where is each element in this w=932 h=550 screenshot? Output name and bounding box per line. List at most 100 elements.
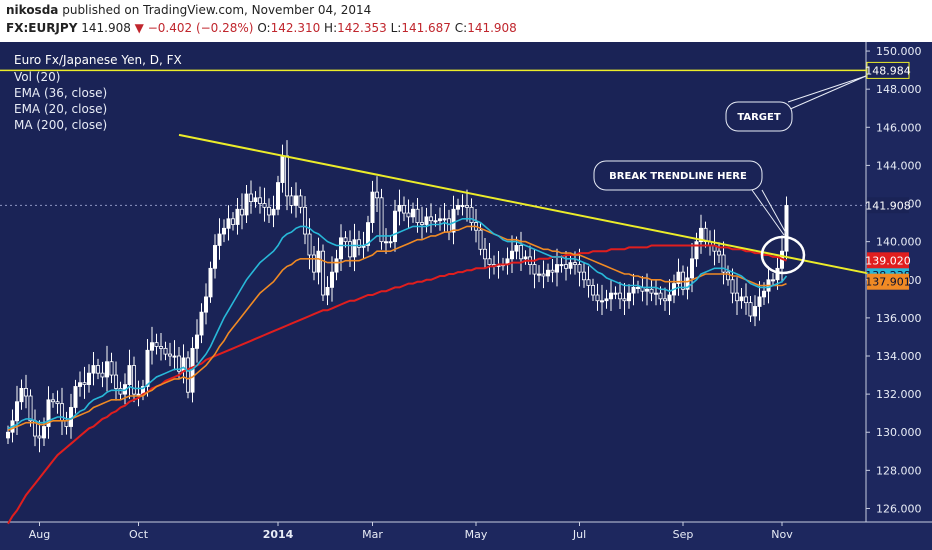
candle-body (388, 241, 393, 244)
y-tick-label: 130.000 (876, 426, 922, 439)
candle-body (19, 387, 24, 403)
break-callout-text: BREAK TRENDLINE HERE (609, 171, 747, 182)
candle-body (370, 191, 375, 223)
x-tick-label: 2014 (263, 528, 294, 541)
low-value: 141.687 (401, 21, 451, 35)
candle-body (469, 206, 474, 223)
svg-text:141.908: 141.908 (865, 199, 911, 212)
candle-body (442, 218, 447, 221)
candle-body (771, 279, 776, 282)
price-chart[interactable]: 126.000 128.000 130.000 132.000 134.000 136.0… (0, 42, 932, 550)
y-tick-label: 140.000 (876, 236, 922, 249)
candle-body (726, 271, 731, 281)
candle-body (248, 193, 253, 203)
candle-body (748, 302, 753, 317)
candle-body (392, 210, 397, 243)
candle-body (352, 239, 357, 258)
target-callout-pointer (787, 75, 867, 111)
candle-body (613, 292, 618, 295)
candle-body (311, 254, 316, 273)
candle-body (185, 357, 190, 393)
candle-body (600, 300, 605, 303)
candle-body (690, 258, 695, 279)
candle-body (564, 264, 569, 269)
candle-body (397, 205, 402, 212)
candle-body (406, 212, 411, 218)
candle-body (298, 195, 303, 208)
candle-body (365, 222, 370, 246)
candle-body (433, 220, 438, 223)
y-tick-label: 132.000 (876, 388, 922, 401)
candle-body (604, 298, 609, 302)
candle-body (753, 306, 758, 317)
candle-body (37, 435, 42, 439)
legend-title: Euro Fx/Japanese Yen, D, FX (14, 53, 182, 67)
candle-body (194, 334, 199, 349)
symbol-label: FX:EURJPY (6, 21, 78, 35)
candle-body (109, 361, 114, 376)
candle-body (199, 311, 204, 336)
x-tick-label: Aug (29, 528, 50, 541)
candle-body (42, 426, 47, 439)
y-tick-label: 126.000 (876, 502, 922, 515)
trendline[interactable] (178, 133, 882, 277)
candle-body (654, 292, 659, 295)
publish-header: nikosda published on TradingView.com, No… (0, 0, 932, 42)
candle-body (217, 233, 222, 246)
candle-body (226, 218, 231, 229)
candle-body (451, 208, 456, 233)
candle-body (325, 286, 330, 296)
candle-body (514, 245, 519, 252)
candle-body (460, 205, 465, 208)
candle-body (158, 346, 163, 349)
candle-body (118, 387, 123, 395)
price-tag-ma200: 139.020 (865, 252, 911, 269)
candle-body (91, 365, 96, 374)
candle-body (320, 250, 325, 296)
candle-body (532, 264, 537, 275)
close-value: 141.908 (467, 21, 517, 35)
last-price: 141.908 (81, 21, 131, 35)
legend-item-ma200: MA (200, close) (14, 118, 107, 132)
candle-body (509, 250, 514, 260)
candle-body (136, 393, 141, 396)
candle-body (275, 182, 280, 210)
candle-body (51, 399, 56, 403)
close-label: C: (454, 21, 468, 35)
candle-body (595, 294, 600, 302)
candle-body (757, 296, 762, 307)
candle-body (555, 264, 560, 273)
x-tick-label: May (465, 528, 488, 541)
candle-body (482, 248, 487, 260)
ma200-line[interactable] (7, 244, 787, 525)
price-tag-last: 141.908 (865, 197, 911, 214)
candle-body (172, 355, 177, 358)
price-tag-target: 148.984 (865, 61, 911, 79)
candle-body (105, 361, 110, 378)
candle-body (280, 155, 285, 183)
candle-body (523, 256, 528, 260)
candle-body (744, 296, 749, 304)
candle-body (334, 258, 339, 273)
candle-body (784, 205, 789, 252)
candle-body (338, 237, 343, 260)
ema20-line[interactable] (7, 218, 788, 430)
low-label: L: (390, 21, 402, 35)
break-point-circle (760, 235, 806, 275)
candle-body (271, 208, 276, 216)
candle-body (23, 387, 28, 397)
open-label: O: (257, 21, 271, 35)
ema36-line[interactable] (7, 225, 787, 432)
candle-body (631, 286, 636, 294)
author-name[interactable]: nikosda (6, 3, 59, 17)
quote-line: FX:EURJPY 141.908 ▼ −0.402 (−0.28%) O:14… (6, 21, 517, 35)
open-value: 142.310 (270, 21, 321, 35)
candle-body (302, 206, 307, 235)
legend-item-ema20: EMA (20, close) (14, 102, 107, 116)
candle-body (609, 292, 614, 300)
y-tick-label: 128.000 (876, 464, 922, 477)
svg-text:148.984: 148.984 (865, 64, 911, 77)
candle-body (568, 262, 573, 269)
candle-body (735, 292, 740, 302)
candle-body (546, 269, 551, 277)
